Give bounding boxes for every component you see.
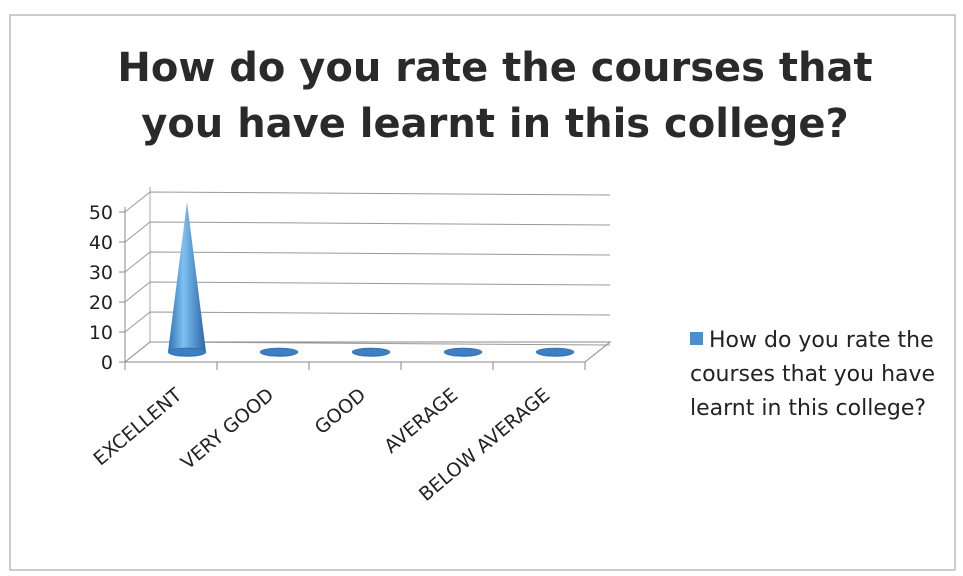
y-tick-label: 20 xyxy=(89,292,113,314)
cone xyxy=(259,347,299,357)
grid-line xyxy=(124,311,611,333)
legend-swatch xyxy=(690,332,703,345)
cone xyxy=(167,202,207,357)
x-tick-label: EXCELLENT xyxy=(89,384,186,470)
cone xyxy=(535,347,575,357)
y-tick-label: 30 xyxy=(89,262,113,284)
legend-label: How do you rate the courses that you hav… xyxy=(690,328,936,421)
grid-line xyxy=(124,221,611,243)
legend: How do you rate the courses that you hav… xyxy=(690,324,950,426)
grid-line xyxy=(124,341,611,363)
y-tick-label: 0 xyxy=(101,352,113,374)
chart-title: How do you rate the courses that you hav… xyxy=(117,45,873,147)
y-tick-label: 50 xyxy=(89,202,113,224)
x-tick-label: VERY GOOD xyxy=(177,384,278,474)
cone xyxy=(351,347,391,357)
grid-line xyxy=(124,281,611,303)
frame xyxy=(9,14,956,571)
x-tick-label: GOOD xyxy=(311,384,371,439)
cone xyxy=(443,347,483,357)
y-tick-label: 10 xyxy=(89,322,113,344)
x-tick-label: AVERAGE xyxy=(380,384,462,458)
grid-line xyxy=(124,251,611,273)
grid-line xyxy=(124,191,611,213)
y-tick-label: 40 xyxy=(89,232,113,254)
